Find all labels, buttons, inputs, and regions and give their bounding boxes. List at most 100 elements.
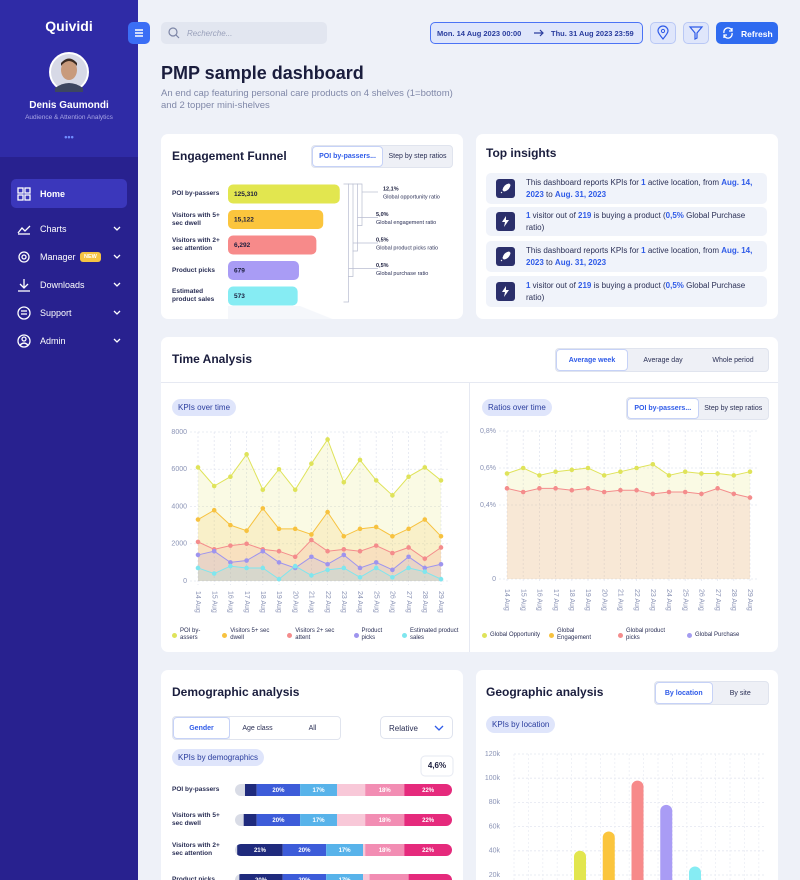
tab[interactable]: POI by-passers... (312, 146, 383, 167)
card-title: Demographic analysis (172, 685, 300, 699)
legend-item: Global product picks (618, 628, 678, 642)
row-label: POI by-passers (172, 786, 220, 793)
insight-segment: Global Purchase ratio) (526, 280, 746, 302)
legend-item: Global Purchase (687, 632, 739, 639)
insight-segment: This dashboard reports KPIs for (526, 245, 642, 255)
refresh-button[interactable]: Refresh (716, 22, 778, 44)
insight: This dashboard reports KPIs for 1 active… (486, 241, 767, 272)
search-icon (168, 27, 180, 39)
insight-text: 1 visitor out of 219 is buying a product… (526, 280, 762, 304)
insight-icon (496, 282, 515, 301)
search-box[interactable]: Recherche... (161, 22, 327, 44)
nav-item[interactable]: Manager (40, 252, 76, 262)
nav-item[interactable]: Home (40, 189, 66, 199)
insight-segment: 1 (526, 210, 531, 220)
insight-segment: Global Purchase ratio) (526, 210, 746, 232)
avatar (49, 52, 89, 92)
legend-label: Global product picks (626, 628, 666, 641)
filter-button[interactable] (683, 22, 709, 44)
insight-segment: This dashboard reports KPIs for (526, 177, 642, 187)
user-role: Audience & Attention Analytics (25, 114, 113, 121)
insight-segment: 0,5% (665, 280, 684, 290)
refresh-icon (723, 27, 733, 39)
tab[interactable]: By location (655, 682, 713, 704)
nav-item[interactable]: Support (40, 308, 72, 318)
legend-label: Estimated product sales (410, 628, 459, 641)
legend: Global Opportunity Global Engagement Globa… (482, 628, 772, 642)
insight-icon (496, 247, 515, 266)
legend-swatch (222, 632, 228, 638)
insight-segment: visitor out of (530, 280, 579, 290)
date-range[interactable]: Mon. 14 Aug 2023 00:00 Thu. 31 Aug 2023 … (430, 22, 643, 44)
funnel-label: POI by-passers (172, 190, 220, 197)
chevron (434, 725, 444, 731)
nav-icons (17, 187, 121, 348)
insight-segment: 219 (578, 210, 592, 220)
location-button[interactable] (650, 22, 676, 44)
tab[interactable]: Step by step ratios (388, 153, 447, 160)
nav-item[interactable]: Admin (40, 336, 66, 346)
nav-badge: NEW (80, 252, 101, 262)
more-button[interactable]: ••• (64, 132, 74, 142)
tab[interactable]: POI by-passers... (627, 398, 699, 419)
card-title: Top insights (486, 146, 557, 160)
insight-segment: 219 (578, 280, 592, 290)
geographic-tabs: By location By site (654, 681, 769, 705)
divider (469, 382, 470, 652)
funnel-tabs: POI by-passers... Step by step ratios (311, 145, 453, 168)
insight-segment: 1 (526, 280, 531, 290)
menu-icon (135, 29, 143, 37)
legend-swatch (353, 632, 359, 638)
legend: POI by-assers Visitors 5+ sec dwell Visito… (172, 628, 462, 642)
tab[interactable]: Whole period (712, 356, 754, 364)
insight-segment: active location, from (645, 177, 722, 187)
insight-text: This dashboard reports KPIs for 1 active… (526, 245, 762, 269)
legend-item: Visitors 2+ sec attent (287, 628, 344, 642)
insight-segment: 1 (641, 177, 646, 187)
chart-chip: Ratios over time (482, 399, 552, 416)
date-from: Mon. 14 Aug 2023 00:00 (437, 29, 522, 38)
nav-item[interactable]: Downloads (40, 280, 85, 290)
tab[interactable]: Age class (230, 717, 285, 739)
tab[interactable]: Step by step ratios (704, 405, 763, 412)
insight-segment: Aug. 31, 2023 (554, 189, 607, 199)
row-label: Visitors with 5+ sec dwell (172, 812, 220, 827)
insight-segment: is buying a product ( (591, 210, 666, 220)
insight-icon (496, 212, 515, 231)
tab[interactable]: All (285, 717, 340, 739)
card-title: Time Analysis (172, 352, 253, 366)
user-name: Denis Gaumondi (29, 100, 109, 111)
legend-swatch (402, 632, 407, 638)
legend-item: Product picks (353, 628, 394, 642)
arrow-icon (534, 29, 544, 37)
tab[interactable]: Gender (173, 717, 230, 739)
relative-dropdown[interactable]: Relative (380, 716, 453, 739)
insight-text: 1 visitor out of 219 is buying a product… (526, 210, 762, 234)
legend-swatch (172, 632, 177, 638)
legend-label: Product picks (361, 628, 383, 641)
legend-label: Global Purchase (695, 631, 740, 638)
brand: Quividi (45, 18, 93, 34)
time-tabs: Average week Average day Whole period (555, 348, 769, 372)
legend-item: Visitors 5+ sec dwell (222, 628, 278, 642)
row-label: Product picks (172, 876, 215, 880)
chart-chip: KPIs by location (486, 716, 556, 733)
tab[interactable]: Average day (643, 356, 683, 364)
insight: 1 visitor out of 219 is buying a product… (486, 276, 767, 307)
menu-button[interactable] (128, 22, 150, 44)
insight-segment: 0,5% (665, 210, 684, 220)
nav-item[interactable]: Charts (40, 224, 67, 234)
card-title: Geographic analysis (486, 685, 604, 699)
legend-swatch (482, 632, 487, 638)
ratio-tabs: POI by-passers... Step by step ratios (626, 397, 769, 420)
search-placeholder: Recherche... (187, 29, 233, 38)
demographics-tabs: Gender Age class All (172, 716, 341, 740)
funnel-label: Visitors with 5+ sec dwell (172, 211, 220, 227)
tab[interactable]: Average week (556, 349, 628, 371)
card-title: Engagement Funnel (172, 149, 287, 163)
tab[interactable]: By site (729, 689, 751, 697)
insight-segment: Aug. 14, 2023 (526, 177, 753, 199)
insight-segment: active location, from (645, 245, 722, 255)
geographic-card (476, 670, 778, 880)
